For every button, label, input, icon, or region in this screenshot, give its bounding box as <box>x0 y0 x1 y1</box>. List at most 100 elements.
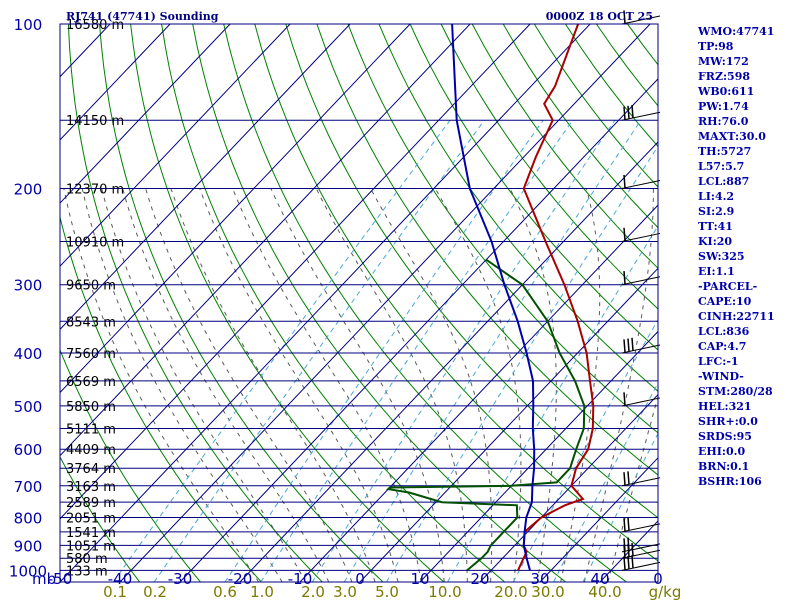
wind-barb <box>621 180 661 189</box>
dry-adiabat-line <box>161 24 506 582</box>
wind-barb <box>621 397 661 407</box>
temperature-tick-label: -40 <box>108 570 133 588</box>
wind-barb <box>621 561 661 571</box>
sounding-index-item: SI:2.9 <box>698 205 735 218</box>
dry-adiabat-line <box>254 24 658 562</box>
isotherm-line <box>60 24 591 582</box>
dry-adiabat-line <box>60 348 201 582</box>
height-label: 3163 m <box>66 480 116 495</box>
height-label: 2051 m <box>66 511 116 526</box>
mixing-ratio-label: 0.1 <box>103 583 127 600</box>
dry-adiabat-line <box>316 24 658 476</box>
sounding-index-item: LCL:836 <box>698 325 750 338</box>
height-label: 4409 m <box>66 443 116 458</box>
dry-adiabats <box>60 24 658 582</box>
wind-barb-flag <box>627 517 630 531</box>
sounding-index-item: SHR+:0.0 <box>698 415 758 428</box>
height-label: 9650 m <box>66 279 116 294</box>
height-label: 7560 m <box>66 347 116 362</box>
isotherm-line <box>419 330 658 582</box>
isotherm-line <box>179 78 658 582</box>
sounding-index-item: TT:41 <box>698 220 733 233</box>
dry-adiabat-line <box>440 24 658 310</box>
sounding-indices-panel: WMO:47741 TP:98 MW:172 FRZ:598 WB0:611 PW:1.7… <box>698 24 775 489</box>
height-label: 14150 m <box>66 114 124 129</box>
sounding-index-item: WB0:611 <box>698 85 755 98</box>
moist-adiabat-line <box>434 188 522 582</box>
wind-barb <box>621 523 661 533</box>
wind-barb-flag <box>623 106 626 120</box>
height-label: 6569 m <box>66 375 116 390</box>
wind-barb <box>621 344 661 354</box>
height-label: 5111 m <box>66 423 116 438</box>
pressure-tick-label: 100 <box>14 16 43 34</box>
temperature-tick-label: 20 <box>470 570 489 588</box>
temperature-tick-label: 0 <box>355 570 365 588</box>
wind-barb-flag <box>623 174 626 188</box>
height-label: 12370 m <box>66 182 124 197</box>
temperature-tick-label: -30 <box>168 570 193 588</box>
height-label: 133 m <box>66 564 108 579</box>
y-axis-unit-label: mb <box>32 570 56 588</box>
wind-barb-flag <box>623 518 626 532</box>
isobars <box>60 24 658 571</box>
sounding-index-item: FRZ:598 <box>698 70 751 83</box>
height-label: 1541 m <box>66 526 116 541</box>
dry-adiabat-line <box>60 215 262 582</box>
sounding-index-item: -PARCEL- <box>698 280 758 293</box>
sounding-index-item: WMO:47741 <box>698 25 775 38</box>
wind-barb-flag <box>623 10 626 24</box>
sounding-index-item: MAXT:30.0 <box>698 130 766 143</box>
isotherm-line <box>359 267 658 582</box>
wind-barb <box>621 276 661 286</box>
wind-barb <box>621 543 661 553</box>
mixing-ratio-label: 1.0 <box>250 583 274 600</box>
sounding-index-item: L57:5.7 <box>698 160 745 173</box>
wind-barb-flag <box>627 555 630 570</box>
sounding-index-item: HEL:321 <box>698 400 752 413</box>
pressure-tick-label: 600 <box>14 441 43 459</box>
wind-barb-flag <box>623 271 626 285</box>
isotherm-line <box>60 24 471 457</box>
pressure-tick-label: 300 <box>14 277 43 295</box>
pressure-tick-label: 800 <box>14 509 43 527</box>
dry-adiabat-line <box>285 24 658 519</box>
wind-barb-flag <box>623 339 626 353</box>
moist-adiabats <box>63 188 658 582</box>
wind-barb-flag <box>623 392 626 406</box>
moist-adiabat-line <box>232 188 422 582</box>
pressure-tick-label: 1000 <box>9 562 47 580</box>
sounding-index-item: EHI:0.0 <box>698 445 746 458</box>
dry-adiabat-line <box>378 24 658 392</box>
wind-barb-flag <box>623 556 626 570</box>
wind-barb <box>621 111 661 121</box>
moist-adiabat-line <box>199 188 399 582</box>
wind-barb <box>621 15 661 25</box>
isotherm-line <box>479 393 658 582</box>
dry-adiabat-line <box>471 24 658 269</box>
dry-adiabat-line <box>223 24 627 582</box>
temperature-tick-label: 40 <box>590 570 609 588</box>
wind-barb <box>621 549 661 559</box>
height-label: 580 m <box>66 552 108 567</box>
isotherm-line <box>239 141 658 582</box>
profile-lines <box>386 24 595 572</box>
moist-adiabat-line <box>370 188 493 582</box>
sounding-index-item: BSHR:106 <box>698 475 762 488</box>
sounding-index-item: KI:20 <box>698 235 733 248</box>
moist-adiabat-line <box>81 188 283 582</box>
isotherm-line <box>60 24 171 141</box>
chart-title: RJ741 (47741) Sounding <box>66 10 219 23</box>
sounding-index-item: SW:325 <box>698 250 745 263</box>
wind-barb-flag <box>631 555 634 569</box>
mixing-ratio-label: 3.0 <box>333 583 357 600</box>
moist-adiabat-line <box>170 188 376 582</box>
mixing-ratio-label: 30.0 <box>531 583 564 600</box>
pressure-tick-label: 200 <box>14 180 43 198</box>
plot-frame <box>59 23 659 583</box>
wind-barb <box>621 477 661 487</box>
sounding-index-item: LI:4.2 <box>698 190 735 203</box>
series-parcel-line <box>451 24 536 571</box>
